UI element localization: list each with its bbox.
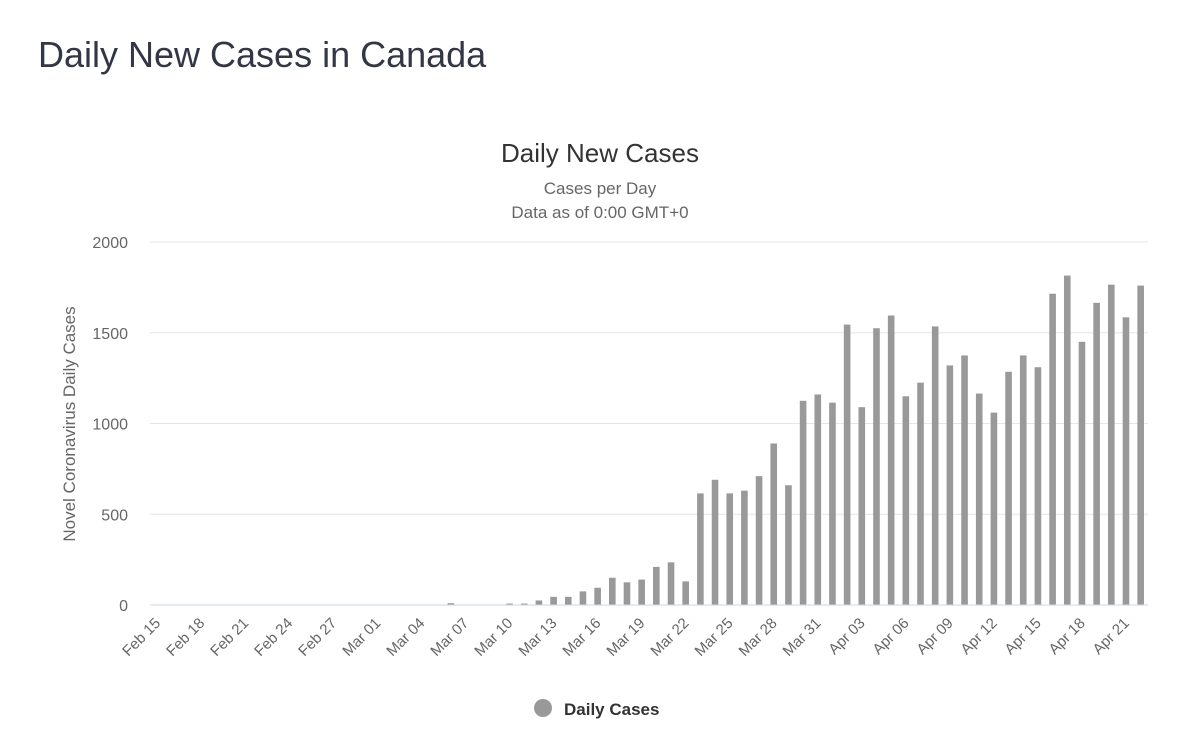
x-tick-label: Apr 12 [957, 615, 1000, 658]
x-tick-label: Feb 24 [251, 615, 296, 660]
y-axis-title: Novel Coronavirus Daily Cases [60, 306, 79, 541]
bar[interactable] [550, 596, 557, 605]
x-tick-label: Mar 19 [603, 615, 648, 660]
gridlines [150, 241, 1148, 515]
bar[interactable] [520, 603, 528, 605]
bar[interactable] [667, 562, 675, 605]
bar[interactable] [579, 591, 587, 605]
bar[interactable] [1108, 284, 1115, 605]
y-tick-label: 1000 [92, 417, 128, 434]
bar[interactable] [726, 493, 734, 605]
bar[interactable] [447, 603, 455, 605]
bar[interactable] [1137, 285, 1144, 605]
bar[interactable] [1122, 317, 1130, 605]
bar[interactable] [682, 581, 689, 605]
x-tick-label: Mar 28 [736, 615, 781, 660]
bar[interactable] [755, 476, 763, 605]
legend[interactable]: Daily Cases [534, 699, 659, 719]
bar[interactable] [594, 587, 601, 605]
x-tick-label: Apr 15 [1001, 615, 1044, 658]
bars [447, 275, 1144, 605]
bar[interactable] [1005, 371, 1012, 605]
x-tick-label: Mar 04 [383, 615, 428, 660]
chart-title: Daily New Cases [501, 138, 699, 168]
chart-subtitle-line-1: Cases per Day [544, 179, 657, 198]
bar[interactable] [975, 393, 983, 605]
x-tick-label: Mar 31 [780, 615, 825, 660]
x-tick-label: Apr 09 [913, 615, 956, 658]
y-tick-label: 500 [101, 507, 128, 524]
x-tick-label: Apr 03 [825, 615, 868, 658]
bar[interactable] [799, 400, 807, 605]
y-axis-labels: 0 500 1000 1500 2000 [92, 235, 128, 615]
bar[interactable] [609, 577, 616, 605]
bar[interactable] [741, 490, 748, 605]
bar[interactable] [873, 328, 880, 605]
bar[interactable] [1019, 355, 1027, 605]
bar[interactable] [711, 479, 719, 605]
y-tick-label: 1500 [92, 326, 128, 343]
bar[interactable] [843, 324, 851, 605]
x-tick-label: Feb 18 [163, 615, 208, 660]
chart-subtitle-line-2: Data as of 0:00 GMT+0 [511, 203, 688, 222]
bar[interactable] [902, 396, 910, 605]
bar[interactable] [858, 407, 866, 605]
bar[interactable] [814, 394, 822, 605]
bar[interactable] [535, 600, 543, 605]
x-tick-label: Mar 16 [559, 615, 604, 660]
bar[interactable] [564, 596, 572, 605]
bar[interactable] [638, 579, 645, 605]
bar[interactable] [653, 566, 660, 605]
bar[interactable] [961, 355, 968, 605]
x-tick-label: Mar 01 [339, 615, 384, 660]
bar[interactable] [917, 382, 924, 605]
bar[interactable] [1078, 341, 1086, 605]
bar[interactable] [785, 485, 792, 605]
x-tick-label: Feb 21 [207, 615, 252, 660]
x-tick-label: Feb 15 [119, 615, 164, 660]
bar[interactable] [506, 603, 513, 605]
x-tick-label: Feb 27 [295, 615, 340, 660]
x-tick-label: Mar 07 [427, 615, 472, 660]
x-tick-label: Apr 21 [1090, 615, 1133, 658]
bar[interactable] [1063, 275, 1071, 605]
bar[interactable] [1034, 367, 1042, 605]
x-tick-label: Mar 10 [471, 615, 516, 660]
bar[interactable] [829, 402, 836, 605]
page-heading: Daily New Cases in Canada [38, 34, 487, 75]
bar[interactable] [770, 443, 778, 605]
x-tick-label: Apr 06 [869, 615, 912, 658]
bar[interactable] [990, 412, 998, 605]
x-tick-label: Mar 22 [647, 615, 692, 660]
bar[interactable] [887, 315, 895, 605]
y-tick-label: 2000 [92, 235, 128, 252]
legend-label-daily-cases[interactable]: Daily Cases [564, 700, 659, 719]
x-tick-label: Mar 13 [515, 615, 560, 660]
x-tick-label: Apr 18 [1046, 615, 1089, 658]
bar[interactable] [1093, 302, 1100, 605]
x-tick-label: Mar 25 [692, 615, 737, 660]
bar[interactable] [697, 493, 704, 605]
bar[interactable] [1049, 293, 1056, 605]
bar[interactable] [946, 365, 954, 605]
bar[interactable] [623, 582, 631, 605]
y-tick-label: 0 [119, 598, 128, 615]
legend-marker[interactable] [534, 699, 552, 717]
bar[interactable] [931, 326, 939, 605]
